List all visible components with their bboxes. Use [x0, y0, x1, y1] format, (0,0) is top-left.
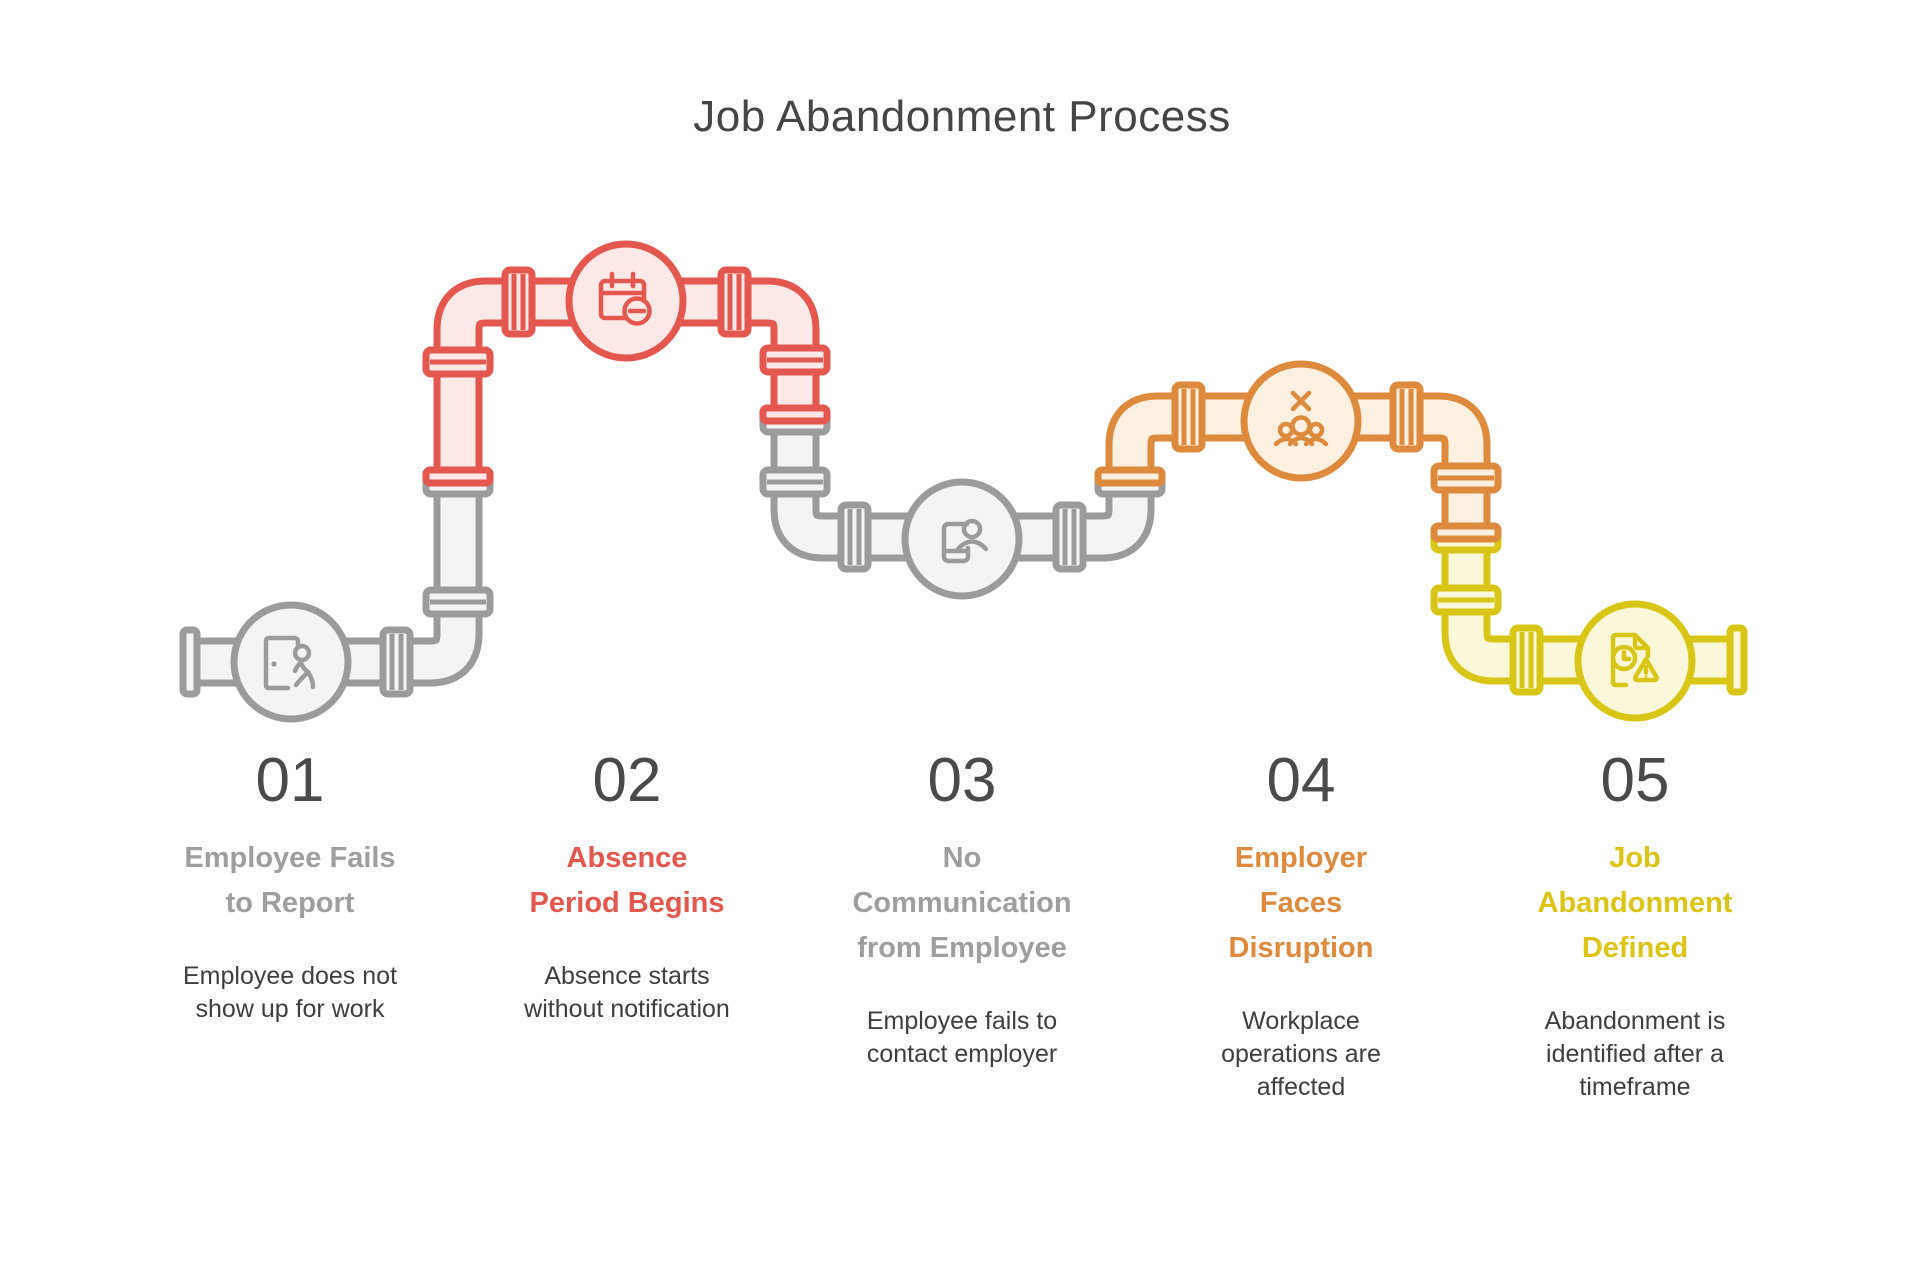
step-description: Workplace operations are affected — [1221, 1007, 1381, 1101]
pipe-coupling — [1509, 624, 1544, 696]
step-4-text: 04 Employer Faces Disruption Workplace o… — [1151, 750, 1451, 1104]
step-description: Abandonment is identified after a timefr… — [1544, 1007, 1726, 1101]
pipe-flange — [422, 346, 494, 378]
step-description: Employee fails to contact employer — [866, 1007, 1058, 1068]
team-cancelled-icon — [1273, 390, 1329, 447]
pipe-coupling — [1171, 381, 1206, 453]
phone-user-icon — [941, 518, 989, 564]
step-number: 02 — [592, 746, 662, 815]
step-heading: Employee Fails to Report — [184, 842, 396, 919]
pipe-coupling — [1389, 381, 1424, 453]
document-deadline-warning-icon — [1610, 632, 1659, 688]
step-3-node — [901, 478, 1023, 600]
pipe-flange — [759, 344, 831, 376]
pipe-flange-transition-red-gray — [759, 404, 831, 436]
step-2-node — [565, 240, 687, 362]
step-2-text: 02 Absence Period Begins Absence starts … — [497, 750, 757, 1026]
step-number: 03 — [927, 746, 997, 815]
pipe-segment-gray-1 — [190, 481, 483, 687]
step-heading: Job Abandonment Defined — [1537, 842, 1733, 964]
step-heading: No Communication from Employee — [852, 842, 1072, 964]
pipe-flange-transition-orange-yellow — [1430, 522, 1502, 554]
pipe-segment-yellow — [1441, 539, 1737, 685]
pipe-flange — [759, 466, 831, 498]
pipe-flange — [422, 586, 494, 618]
pipe-coupling — [501, 266, 536, 338]
pipe-coupling — [379, 626, 414, 698]
step-description: Absence starts without notification — [524, 962, 730, 1023]
step-number: 01 — [255, 746, 325, 815]
page-title: Job Abandonment Process — [693, 92, 1231, 141]
pipe-end-cap-right — [1726, 624, 1748, 696]
step-description: Employee does not show up for work — [182, 962, 398, 1023]
step-4-node — [1240, 360, 1362, 482]
step-3-text: 03 No Communication from Employee Employ… — [802, 750, 1122, 1071]
step-heading: Employer Faces Disruption — [1228, 842, 1374, 964]
step-number: 04 — [1266, 746, 1336, 815]
pipe-flange-transition-red-gray — [422, 466, 494, 498]
step-number: 05 — [1600, 746, 1670, 815]
pipe-flange-transition-orange-gray — [1094, 466, 1166, 498]
step-heading: Absence Period Begins — [529, 842, 725, 919]
step-5-text: 05 Job Abandonment Defined Abandonment i… — [1485, 750, 1785, 1104]
step-1-node — [230, 601, 352, 723]
pipe-coupling — [837, 501, 872, 573]
pipe-flange — [1430, 462, 1502, 494]
pipe-coupling — [717, 266, 752, 338]
pipe-end-cap-left — [179, 626, 201, 698]
step-5-node — [1574, 600, 1696, 722]
pipe-flange — [1430, 584, 1502, 616]
calendar-minus-icon — [598, 271, 652, 326]
person-leaving-door-icon — [263, 635, 316, 691]
pipe-coupling — [1052, 501, 1087, 573]
step-1-text: 01 Employee Fails to Report Employee doe… — [140, 750, 440, 1026]
